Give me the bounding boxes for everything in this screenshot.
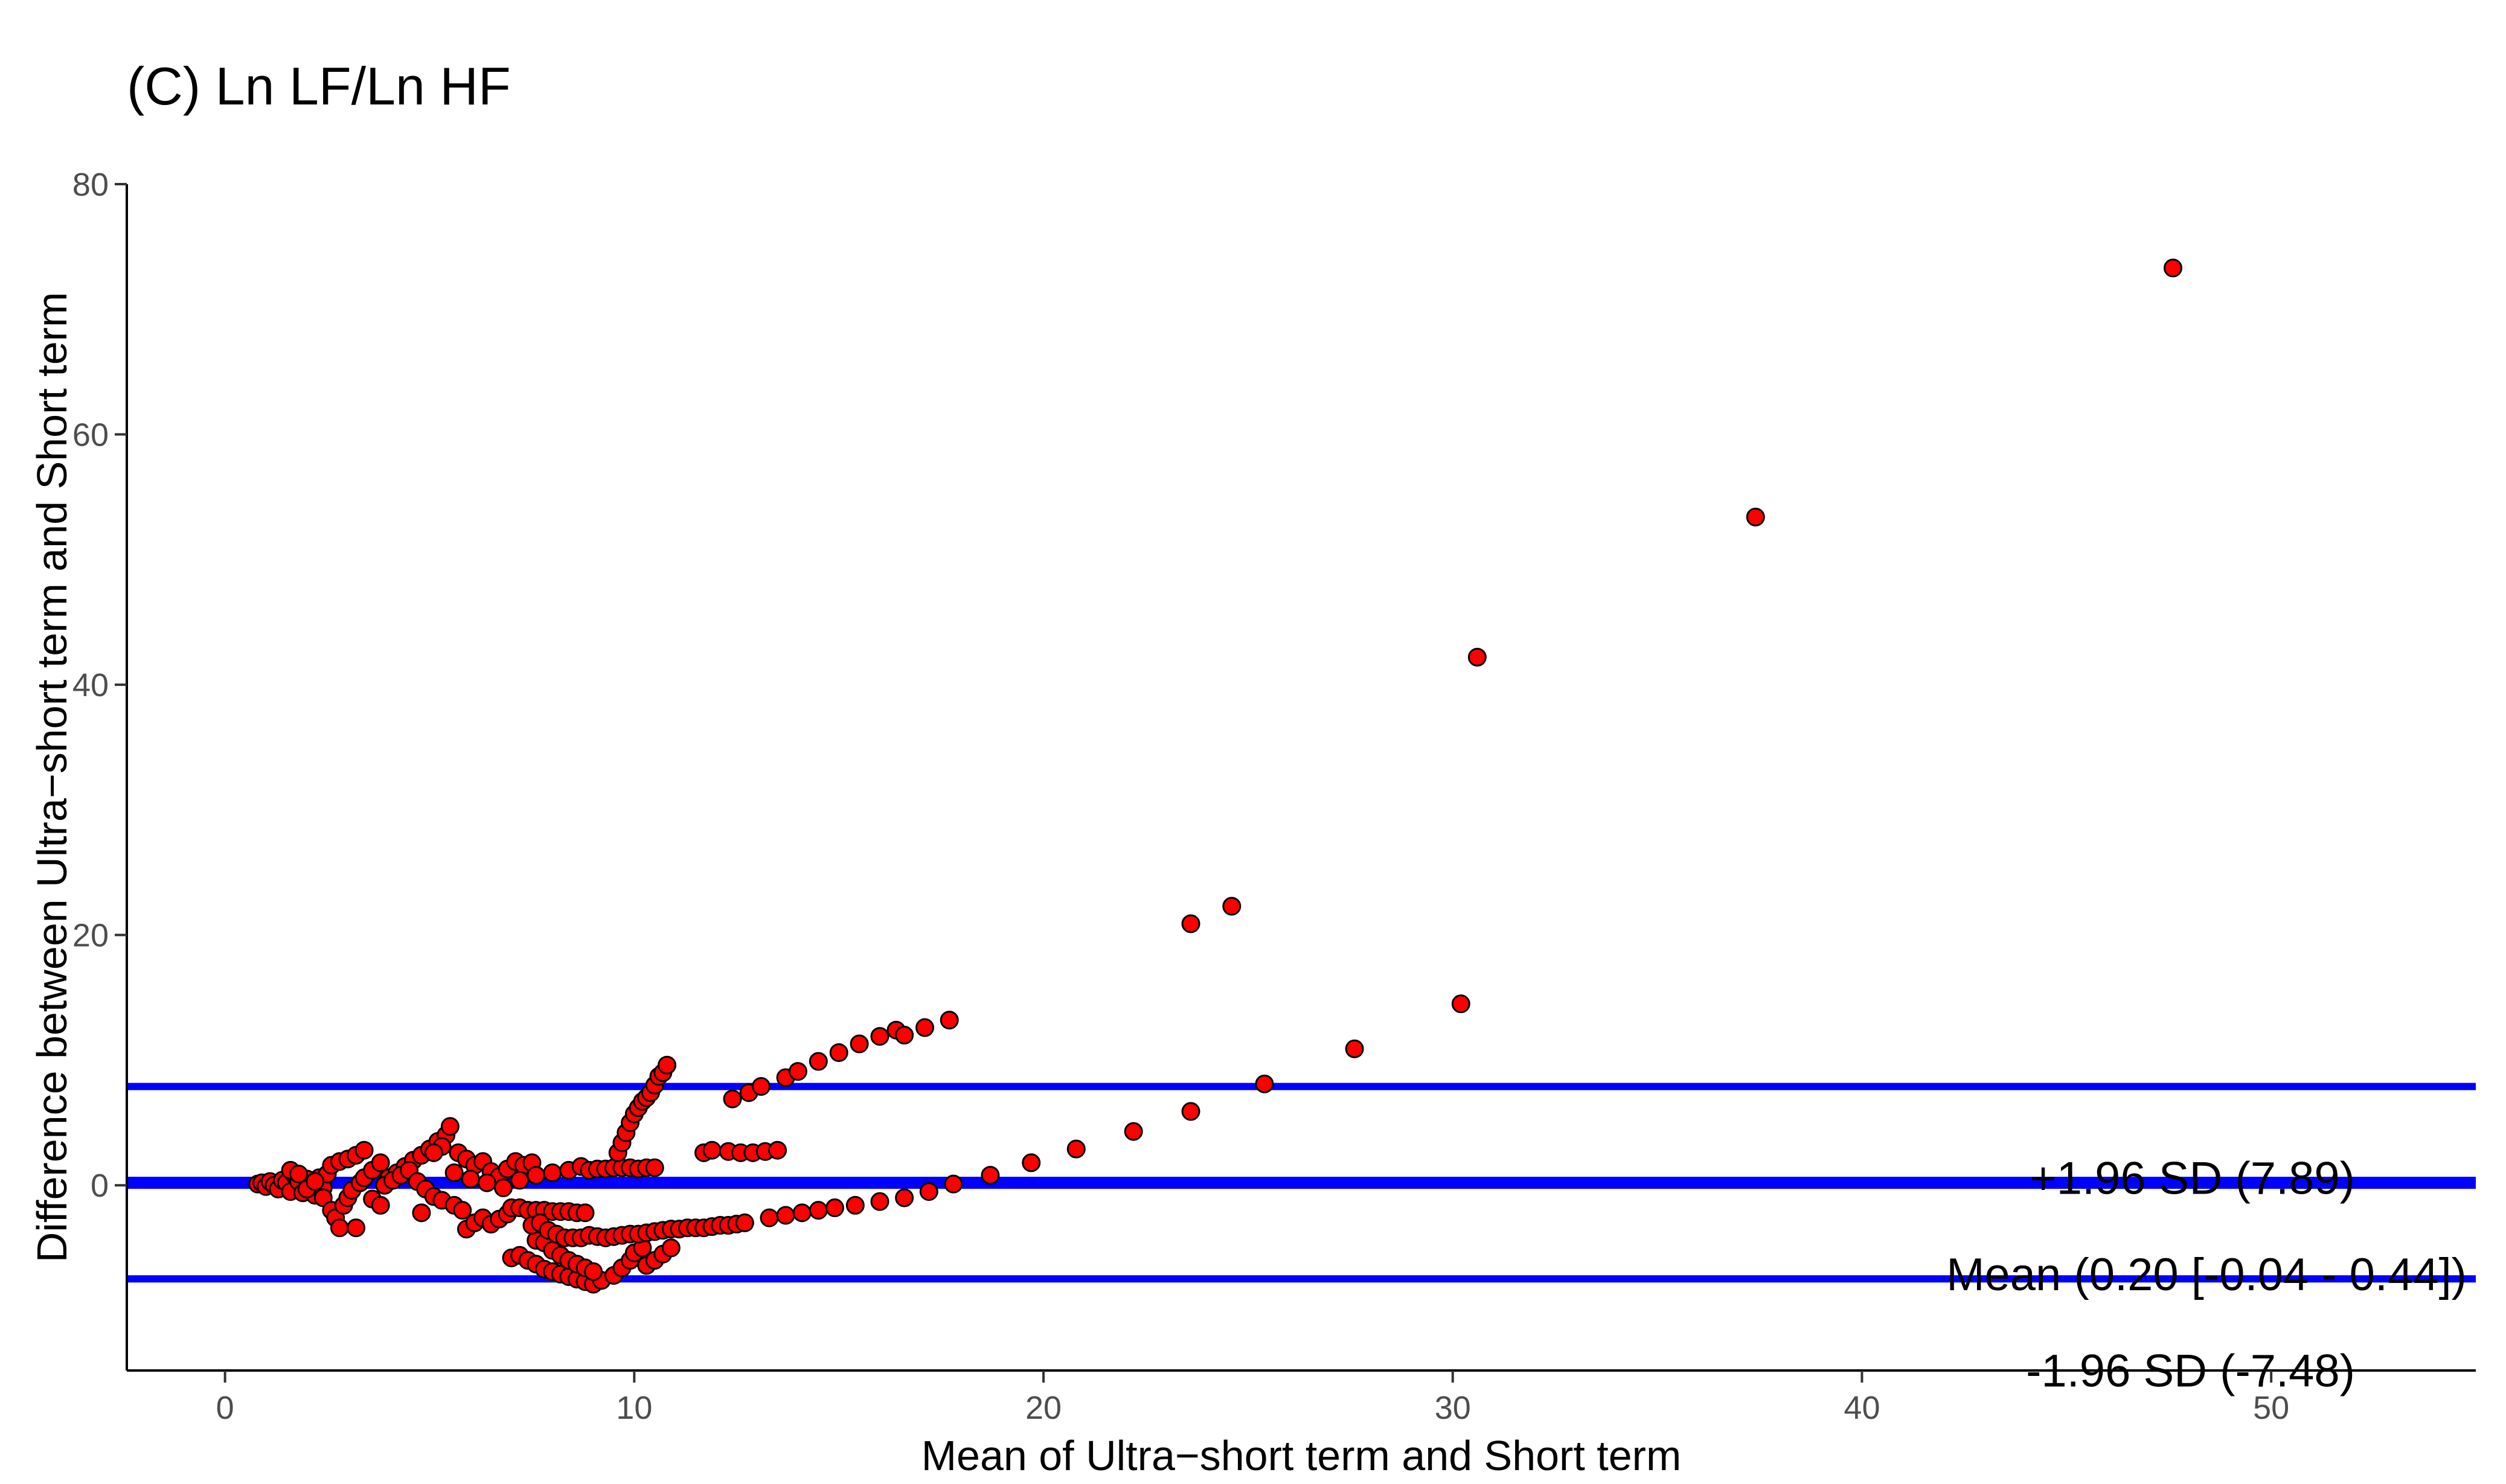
data-point xyxy=(645,1158,664,1177)
x-tick-label: 50 xyxy=(2253,1390,2289,1426)
x-tick-label: 30 xyxy=(1435,1390,1471,1426)
data-point xyxy=(809,1052,828,1071)
data-point xyxy=(444,1163,464,1182)
y-tick-label: 0 xyxy=(91,1168,109,1204)
x-tick-label: 0 xyxy=(216,1390,234,1426)
data-point xyxy=(1467,648,1487,667)
data-point xyxy=(825,1198,844,1218)
data-point xyxy=(1124,1122,1143,1141)
data-point xyxy=(809,1201,828,1220)
data-point xyxy=(845,1195,865,1215)
data-point xyxy=(453,1201,472,1220)
data-point xyxy=(1222,897,1242,916)
data-point xyxy=(661,1238,681,1258)
data-point xyxy=(760,1208,779,1227)
x-axis-title: Mean of Ultra−short term and Short term xyxy=(921,1432,1682,1479)
data-point xyxy=(510,1171,530,1190)
data-point xyxy=(1022,1153,1041,1172)
data-point xyxy=(829,1043,848,1063)
data-point xyxy=(981,1166,1000,1185)
y-tick-label: 20 xyxy=(72,918,109,954)
data-point xyxy=(330,1218,349,1238)
data-point xyxy=(1181,1102,1200,1121)
plot-area: +1.96 SD (7.89) Mean (0.20 [-0.04 - 0.44]… xyxy=(127,258,2476,1397)
chart-title: (C) Ln LF/Ln HF xyxy=(127,56,511,116)
reference-line-label-upper: +1.96 SD (7.89) xyxy=(2030,1153,2355,1204)
data-point xyxy=(1066,1139,1086,1159)
data-point xyxy=(543,1163,562,1182)
data-point xyxy=(289,1165,309,1184)
x-axis-ticks: 0 10 20 30 40 50 xyxy=(216,1370,2289,1426)
y-tick-label: 60 xyxy=(72,417,109,453)
data-point xyxy=(870,1027,889,1046)
data-point xyxy=(1746,507,1765,526)
data-point xyxy=(440,1117,460,1136)
data-point xyxy=(658,1055,677,1075)
y-axis-ticks: 0 20 40 60 80 xyxy=(72,167,127,1204)
data-point xyxy=(792,1203,812,1223)
data-point xyxy=(940,1011,959,1030)
data-point xyxy=(768,1140,787,1160)
data-point xyxy=(1451,994,1470,1014)
data-point xyxy=(751,1076,771,1096)
data-point xyxy=(371,1153,390,1172)
data-point xyxy=(412,1203,431,1223)
data-point xyxy=(788,1062,807,1081)
data-point xyxy=(1345,1039,1364,1058)
y-axis-title: Difference between Ultra−short term and … xyxy=(28,292,75,1263)
data-point xyxy=(584,1262,603,1281)
data-point xyxy=(735,1213,754,1232)
x-tick-label: 40 xyxy=(1844,1390,1880,1426)
data-point xyxy=(477,1173,496,1192)
data-point xyxy=(493,1178,513,1197)
data-point xyxy=(870,1192,889,1211)
data-point xyxy=(371,1195,390,1215)
data-point xyxy=(2164,258,2183,278)
data-point xyxy=(527,1166,546,1185)
data-point xyxy=(850,1034,869,1054)
data-point xyxy=(919,1182,938,1201)
data-point xyxy=(424,1143,443,1162)
data-point xyxy=(723,1089,742,1108)
data-point xyxy=(347,1218,366,1238)
data-point xyxy=(461,1169,480,1189)
data-point xyxy=(702,1140,722,1160)
data-point xyxy=(1255,1074,1274,1093)
x-tick-label: 20 xyxy=(1025,1390,1062,1426)
data-point xyxy=(895,1188,914,1207)
y-tick-label: 80 xyxy=(72,167,109,203)
reference-line-labels: +1.96 SD (7.89) Mean (0.20 [-0.04 - 0.44]… xyxy=(1946,1153,2467,1397)
data-point xyxy=(1181,914,1200,933)
x-tick-label: 10 xyxy=(616,1390,652,1426)
data-point xyxy=(354,1140,374,1160)
data-point xyxy=(944,1174,963,1194)
data-points xyxy=(248,258,2183,1294)
data-point xyxy=(776,1206,795,1225)
data-point xyxy=(575,1203,595,1223)
data-point xyxy=(915,1018,935,1037)
y-tick-label: 40 xyxy=(72,667,109,703)
data-point xyxy=(895,1025,914,1044)
data-point xyxy=(306,1172,325,1191)
reference-line-label-mean: Mean (0.20 [-0.04 - 0.44]) xyxy=(1946,1249,2467,1300)
